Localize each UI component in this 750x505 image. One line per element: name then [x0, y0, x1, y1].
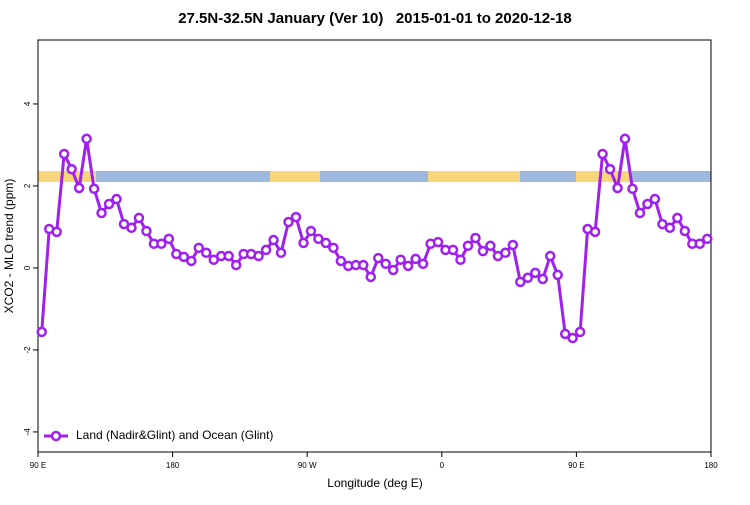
plot-frame: [37, 39, 712, 453]
data-point: [402, 260, 414, 272]
land-band: [38, 171, 96, 182]
data-point: [298, 237, 309, 249]
data-point: [417, 258, 429, 270]
data-point: [163, 233, 175, 245]
data-point: [103, 198, 115, 210]
x-tick-label: 180: [704, 461, 718, 470]
data-point: [410, 253, 421, 265]
data-point: [193, 242, 205, 254]
data-point: [81, 133, 92, 145]
x-tick-label: 90 W: [298, 461, 317, 470]
data-point: [664, 222, 676, 234]
data-point: [485, 240, 496, 252]
data-point: [432, 236, 444, 248]
chart-title: 27.5N-32.5N January (Ver 10) 2015-01-01 …: [178, 10, 572, 27]
data-point: [358, 259, 369, 271]
data-point: [328, 242, 339, 254]
x-tick-label: 90 E: [30, 461, 46, 470]
x-axis-title: Longitude (deg E): [327, 476, 422, 490]
data-point: [515, 276, 526, 288]
data-point: [201, 247, 212, 259]
data-point: [275, 247, 287, 259]
legend-label: Land (Nadir&Glint) and Ocean (Glint): [76, 428, 273, 442]
data-point: [567, 332, 578, 344]
data-point: [111, 193, 122, 205]
data-point: [133, 212, 145, 224]
land-band: [270, 171, 320, 182]
data-point: [305, 225, 317, 237]
data-point: [96, 207, 107, 219]
data-point: [395, 254, 406, 265]
data-point: [455, 254, 466, 265]
y-axis-title: XCO2 - MLO trend (ppm): [2, 179, 16, 314]
data-point: [88, 183, 100, 195]
data-point: [470, 232, 481, 244]
data-point: [320, 237, 332, 249]
x-tick-label: 180: [166, 461, 180, 470]
data-point: [694, 238, 706, 249]
data-point: [260, 244, 272, 256]
data-point: [500, 247, 511, 259]
x-tick-label: 90 E: [568, 461, 584, 470]
data-point: [530, 267, 541, 279]
data-point: [73, 182, 85, 194]
data-point: [627, 183, 638, 195]
data-point: [126, 222, 137, 234]
data-point: [462, 240, 474, 252]
data-point: [380, 258, 391, 270]
data-point: [544, 250, 556, 262]
data-point: [290, 211, 302, 223]
data-point: [552, 269, 563, 281]
data-point: [559, 328, 571, 340]
data-point: [672, 212, 683, 224]
x-tick-label: 0: [440, 461, 445, 470]
legend-marker: [50, 430, 62, 442]
data-point: [477, 245, 489, 257]
land-band: [428, 171, 520, 182]
map-strip: [38, 171, 711, 182]
data-point: [619, 133, 631, 145]
y-tick-label: -4: [23, 428, 32, 436]
data-point: [522, 272, 534, 284]
y-tick-label: 4: [23, 101, 32, 106]
y-tick-label: -2: [23, 346, 32, 354]
data-point: [612, 182, 623, 194]
data-point: [597, 148, 608, 160]
data-point: [447, 244, 459, 256]
data-point: [365, 271, 377, 283]
data-point: [178, 251, 190, 263]
data-point: [604, 163, 616, 175]
data-point: [574, 326, 586, 338]
y-tick-label: 0: [23, 265, 32, 270]
data-point: [537, 273, 548, 285]
data-point: [649, 193, 661, 205]
land-band: [576, 171, 632, 182]
data-point: [335, 255, 347, 267]
data-point: [186, 255, 197, 267]
data-point: [387, 264, 399, 276]
data-point: [642, 198, 653, 210]
data-point: [283, 216, 294, 228]
y-tick-label: 2: [23, 183, 32, 188]
data-point: [507, 239, 519, 251]
data-point: [141, 225, 152, 237]
data-point: [36, 326, 47, 338]
ocean-band: [38, 171, 711, 182]
data-point: [253, 250, 264, 262]
data-point: [51, 226, 62, 238]
data-point: [156, 238, 167, 249]
data-point: [223, 250, 234, 262]
data-point: [589, 226, 601, 238]
data-point: [230, 259, 242, 271]
data-point: [372, 252, 384, 264]
data-point: [58, 148, 70, 160]
data-point: [634, 207, 646, 219]
data-point: [268, 234, 279, 246]
data-point: [66, 163, 77, 175]
data-point: [679, 225, 691, 237]
data-point: [702, 233, 713, 245]
data-point: [313, 233, 324, 245]
